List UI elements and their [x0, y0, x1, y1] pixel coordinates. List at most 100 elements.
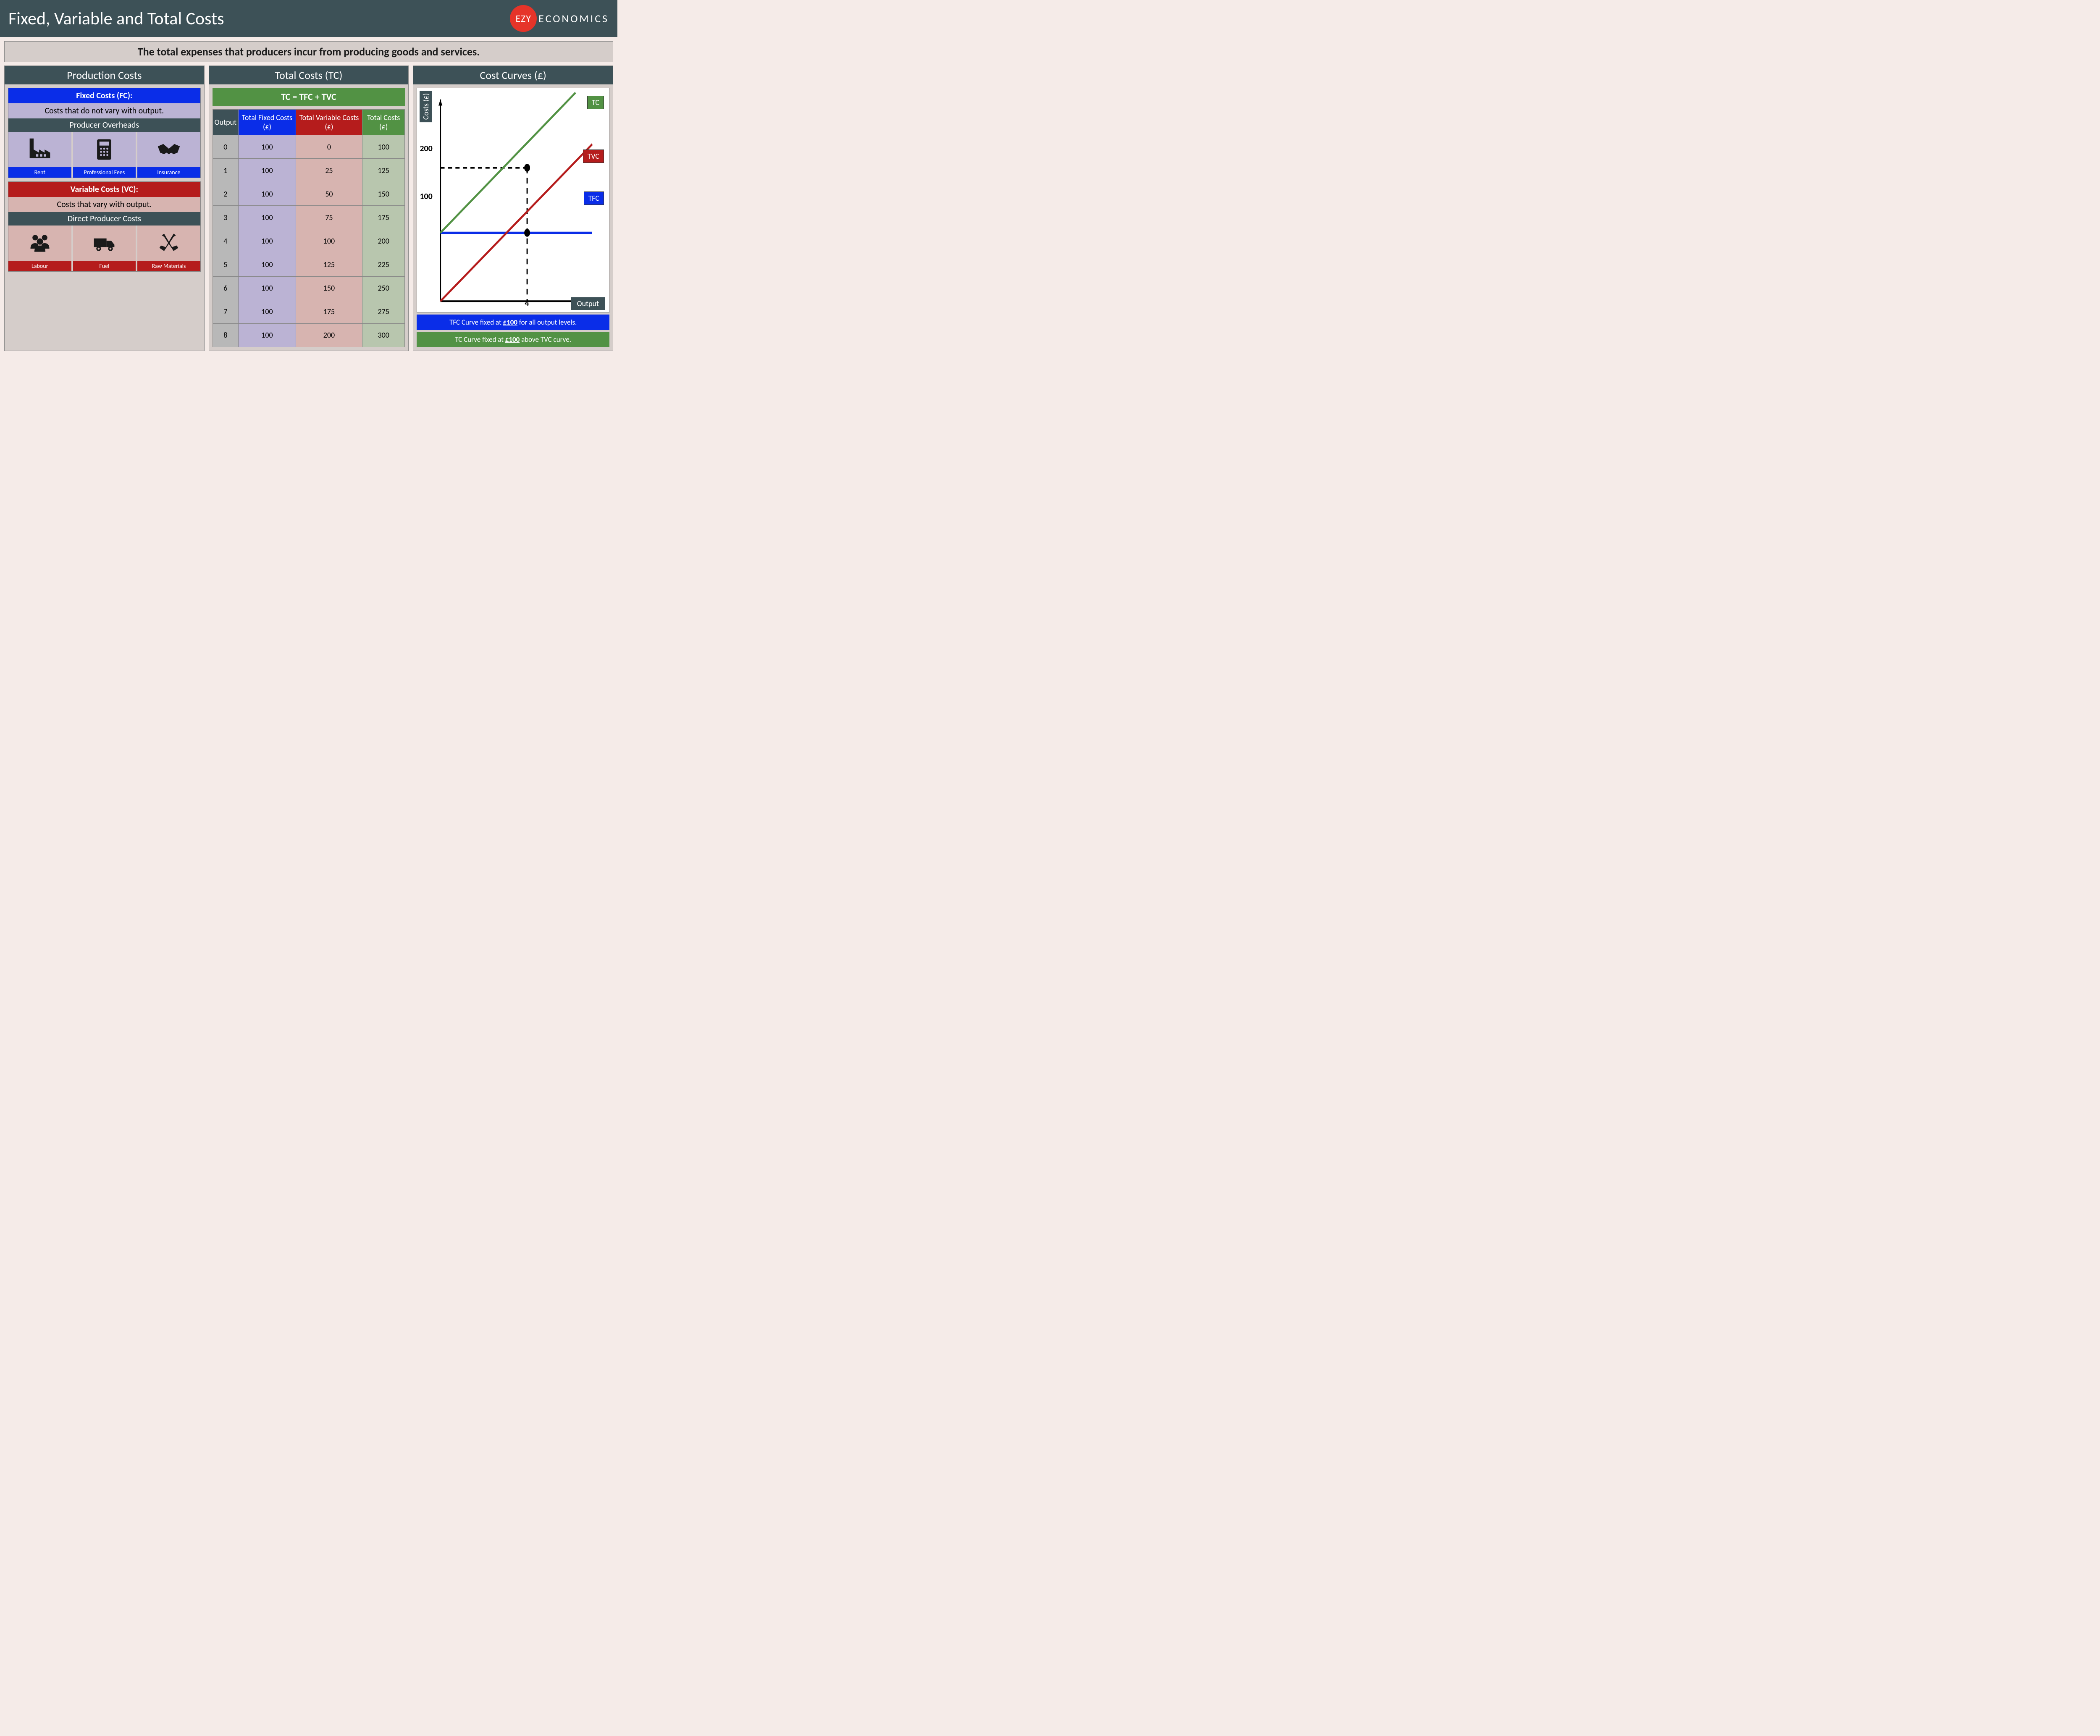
people-icon: [8, 226, 71, 261]
table-row: 210050150: [213, 182, 405, 206]
table-cell: 1: [213, 159, 238, 182]
table-cell: 175: [296, 300, 362, 323]
table-cell: 100: [239, 135, 296, 159]
table-cell: 3: [213, 206, 238, 229]
table-cell: 50: [296, 182, 362, 206]
table-cell: 200: [362, 229, 404, 253]
logo-text: ECONOMICS: [538, 12, 609, 25]
vc-labels: Labour Fuel Raw Materials: [8, 261, 200, 271]
factory-icon: [8, 132, 71, 167]
vc-title: Variable Costs (VC):: [8, 182, 200, 197]
table-cell: 4: [213, 229, 238, 253]
table-cell: 100: [239, 182, 296, 206]
vc-label-1: Fuel: [73, 261, 136, 271]
table-row: 310075175: [213, 206, 405, 229]
table-cell: 2: [213, 182, 238, 206]
tick-200: 200: [420, 144, 432, 154]
table-cell: 125: [296, 253, 362, 276]
table-cell: 225: [362, 253, 404, 276]
fc-title: Fixed Costs (FC):: [8, 88, 200, 103]
column-total-costs: Total Costs (TC) TC = TFC + TVC Output T…: [209, 66, 409, 351]
table-cell: 100: [362, 135, 404, 159]
fc-label-1: Professional Fees: [73, 167, 136, 178]
column-production-costs: Production Costs Fixed Costs (FC): Costs…: [4, 66, 205, 351]
table-cell: 150: [296, 276, 362, 300]
logo: EZY ECONOMICS: [510, 5, 609, 32]
table-row: 4100100200: [213, 229, 405, 253]
th-tfc: Total Fixed Costs (£): [239, 110, 296, 135]
table-cell: 25: [296, 159, 362, 182]
table-cell: 100: [239, 159, 296, 182]
columns-container: Production Costs Fixed Costs (FC): Costs…: [0, 66, 617, 355]
col1-header: Production Costs: [5, 66, 204, 84]
table-cell: 200: [296, 323, 362, 347]
legend-tc: TC: [587, 96, 604, 109]
header-bar: Fixed, Variable and Total Costs EZY ECON…: [0, 0, 617, 37]
fc-sub: Producer Overheads: [8, 118, 200, 132]
table-cell: 275: [362, 300, 404, 323]
legend-tfc: TFC: [584, 191, 604, 205]
table-cell: 100: [296, 229, 362, 253]
chart-svg: [417, 88, 609, 312]
fc-label-0: Rent: [8, 167, 71, 178]
legend-tvc: TVC: [583, 149, 604, 163]
table-cell: 100: [239, 253, 296, 276]
table-row: 5100125225: [213, 253, 405, 276]
fc-icons: [8, 132, 200, 167]
logo-circle: EZY: [510, 5, 537, 32]
vc-icons: [8, 226, 200, 261]
table-cell: 100: [239, 229, 296, 253]
note-tc: TC Curve fixed at £100 above TVC curve.: [417, 332, 609, 347]
vc-label-2: Raw Materials: [137, 261, 200, 271]
cost-table: Output Total Fixed Costs (£) Total Varia…: [213, 109, 405, 347]
table-row: 01000100: [213, 135, 405, 159]
fixed-costs-section: Fixed Costs (FC): Costs that do not vary…: [8, 88, 201, 178]
vc-label-0: Labour: [8, 261, 71, 271]
table-cell: 0: [296, 135, 362, 159]
th-tvc: Total Variable Costs (£): [296, 110, 362, 135]
table-row: 110025125: [213, 159, 405, 182]
tick-4: 4: [525, 298, 529, 308]
table-cell: 300: [362, 323, 404, 347]
table-cell: 100: [239, 206, 296, 229]
table-cell: 100: [239, 323, 296, 347]
table-cell: 100: [239, 300, 296, 323]
th-tc: Total Costs (£): [362, 110, 404, 135]
page-title: Fixed, Variable and Total Costs: [8, 8, 224, 29]
tools-icon: [137, 226, 200, 261]
table-cell: 150: [362, 182, 404, 206]
table-cell: 250: [362, 276, 404, 300]
table-row: 6100150250: [213, 276, 405, 300]
table-cell: 0: [213, 135, 238, 159]
tick-100: 100: [420, 191, 432, 202]
table-cell: 75: [296, 206, 362, 229]
table-cell: 175: [362, 206, 404, 229]
table-row: 7100175275: [213, 300, 405, 323]
subtitle-bar: The total expenses that producers incur …: [4, 41, 613, 62]
table-cell: 7: [213, 300, 238, 323]
vc-desc: Costs that vary with output.: [8, 197, 200, 212]
handshake-icon: [137, 132, 200, 167]
table-cell: 5: [213, 253, 238, 276]
table-row: 8100200300: [213, 323, 405, 347]
fc-desc: Costs that do not vary with output.: [8, 103, 200, 118]
column-cost-curves: Cost Curves (£) Costs (£) Output 100 200…: [413, 66, 613, 351]
vc-sub: Direct Producer Costs: [8, 212, 200, 226]
chart-area: Costs (£) Output 100 200 4 TC TVC TFC: [417, 88, 609, 313]
col3-header: Cost Curves (£): [413, 66, 613, 84]
variable-costs-section: Variable Costs (VC): Costs that vary wit…: [8, 181, 201, 272]
y-axis-label: Costs (£): [420, 91, 432, 122]
calculator-icon: [73, 132, 136, 167]
col2-header: Total Costs (TC): [209, 66, 409, 84]
fc-labels: Rent Professional Fees Insurance: [8, 167, 200, 178]
x-axis-label: Output: [571, 297, 605, 310]
fc-label-2: Insurance: [137, 167, 200, 178]
note-tfc: TFC Curve fixed at £100 for all output l…: [417, 315, 609, 330]
table-cell: 125: [362, 159, 404, 182]
table-cell: 8: [213, 323, 238, 347]
th-output: Output: [213, 110, 238, 135]
table-cell: 6: [213, 276, 238, 300]
truck-icon: [73, 226, 136, 261]
table-cell: 100: [239, 276, 296, 300]
formula-box: TC = TFC + TVC: [213, 88, 405, 106]
